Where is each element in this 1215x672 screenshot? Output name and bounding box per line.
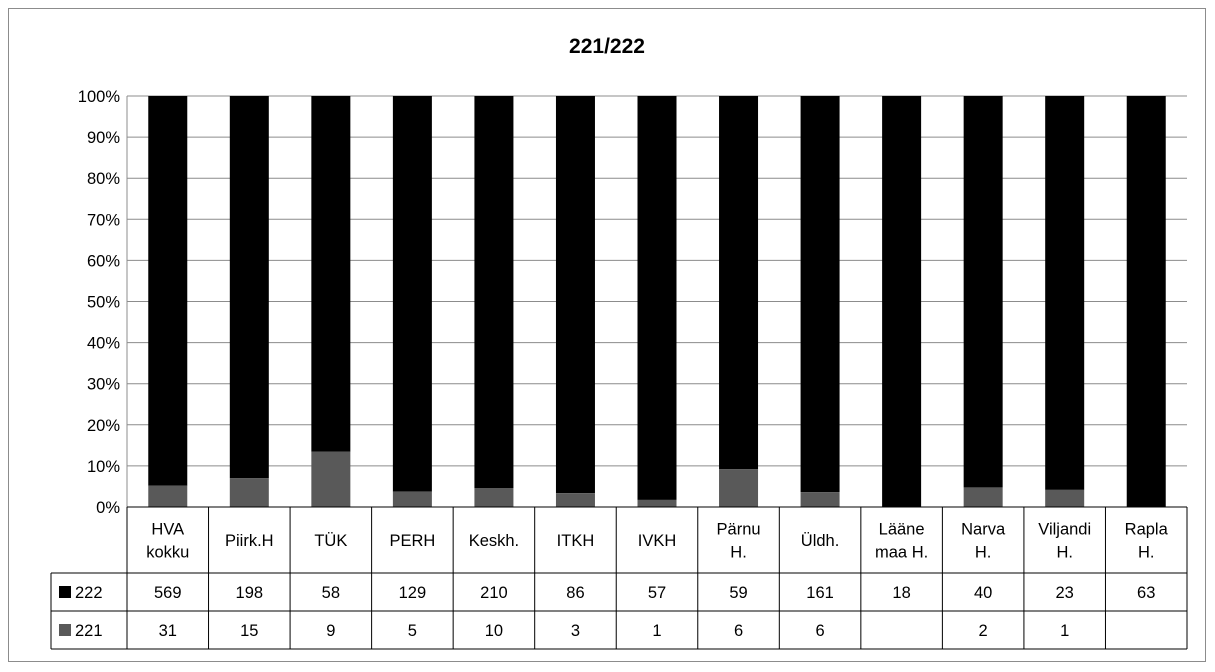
data-label: 63	[1137, 584, 1155, 602]
bar-222	[800, 96, 840, 493]
category-label: Lääne	[879, 521, 925, 539]
y-tick-label: 0%	[96, 499, 120, 517]
legend-swatch	[59, 586, 71, 598]
data-label: 18	[892, 584, 910, 602]
bar-221	[637, 499, 677, 507]
bars	[148, 96, 1166, 507]
y-tick-label: 20%	[87, 417, 120, 435]
bar-221	[311, 451, 351, 507]
bar-221	[148, 485, 188, 507]
bar-222	[882, 96, 922, 507]
bar-222	[1045, 96, 1085, 490]
data-label: 2	[979, 622, 988, 640]
category-label: PERH	[389, 532, 435, 550]
category-label: Üldh.	[801, 532, 840, 550]
y-tick-label: 80%	[87, 170, 120, 188]
data-label: 1	[1060, 622, 1069, 640]
y-tick-label: 100%	[78, 88, 121, 106]
bar-222	[719, 96, 759, 470]
data-label: 210	[480, 584, 508, 602]
y-tick-label: 60%	[87, 252, 120, 270]
data-label: 3	[571, 622, 580, 640]
data-label: 129	[399, 584, 427, 602]
data-label: 5	[408, 622, 417, 640]
bar-222	[148, 96, 188, 486]
bar-221	[229, 478, 269, 507]
chart-frame: 221/222 0% 10% 20% 30% 40% 50% 60% 70% 80% 90% 100…	[8, 8, 1206, 662]
category-label: kokku	[146, 544, 189, 562]
data-label: 23	[1056, 584, 1074, 602]
data-label: 58	[322, 584, 340, 602]
data-label: 57	[648, 584, 666, 602]
data-table: HVA kokku Piirk.H TÜK PERH Keskh. ITKH IVKH Pärn…	[50, 506, 1188, 650]
category-label: Narva	[961, 521, 1006, 539]
bar-222	[311, 96, 351, 452]
category-label: TÜK	[314, 532, 347, 550]
data-label: 9	[326, 622, 335, 640]
bar-221	[474, 488, 514, 507]
data-label: 15	[240, 622, 258, 640]
y-axis-tick-labels: 0% 10% 20% 30% 40% 50% 60% 70% 80% 90% 100%	[78, 88, 121, 517]
category-label: H.	[730, 544, 747, 562]
category-label: Viljandi	[1038, 521, 1091, 539]
category-label: Piirk.H	[225, 532, 274, 550]
y-tick-label: 50%	[87, 294, 120, 312]
category-label: Rapla	[1125, 521, 1169, 539]
bar-221	[1045, 489, 1085, 507]
y-tick-label: 90%	[87, 129, 120, 147]
legend-swatch	[59, 624, 71, 636]
data-label: 86	[566, 584, 584, 602]
bar-222	[229, 96, 269, 479]
category-label: maa H.	[875, 544, 928, 562]
bar-221	[555, 493, 595, 507]
chart-title: 221/222	[569, 35, 645, 58]
bar-222	[474, 96, 514, 489]
y-tick-label: 10%	[87, 458, 120, 476]
bar-222	[637, 96, 677, 500]
category-label: H.	[975, 544, 992, 562]
data-label: 40	[974, 584, 992, 602]
data-label: 10	[485, 622, 503, 640]
chart-svg: 221/222 0%10%20%30%40%50%60%70%80%90%100…	[50, 35, 1188, 650]
category-label: H.	[1056, 544, 1073, 562]
bar-222	[555, 96, 595, 494]
y-tick-label: 70%	[87, 211, 120, 229]
legend-label: 222	[75, 584, 103, 602]
data-label: 31	[159, 622, 177, 640]
data-label: 59	[729, 584, 747, 602]
y-tick-label: 30%	[87, 376, 120, 394]
data-label: 6	[734, 622, 743, 640]
bar-222	[963, 96, 1003, 488]
category-label: HVA	[151, 521, 184, 539]
category-label: Keskh.	[469, 532, 519, 550]
category-label: H.	[1138, 544, 1155, 562]
bar-221	[719, 469, 759, 507]
category-label: Pärnu	[717, 521, 761, 539]
bar-221	[800, 492, 840, 507]
bar-221	[963, 487, 1003, 507]
legend-label: 221	[75, 622, 103, 640]
category-label: IVKH	[638, 532, 677, 550]
data-label: 1	[652, 622, 661, 640]
bar-222	[1126, 96, 1166, 507]
data-label: 198	[236, 584, 264, 602]
data-label: 161	[806, 584, 834, 602]
data-label: 6	[815, 622, 824, 640]
category-label: ITKH	[557, 532, 595, 550]
y-tick-label: 40%	[87, 335, 120, 353]
bar-222	[392, 96, 432, 492]
data-label: 569	[154, 584, 182, 602]
bar-221	[392, 491, 432, 507]
